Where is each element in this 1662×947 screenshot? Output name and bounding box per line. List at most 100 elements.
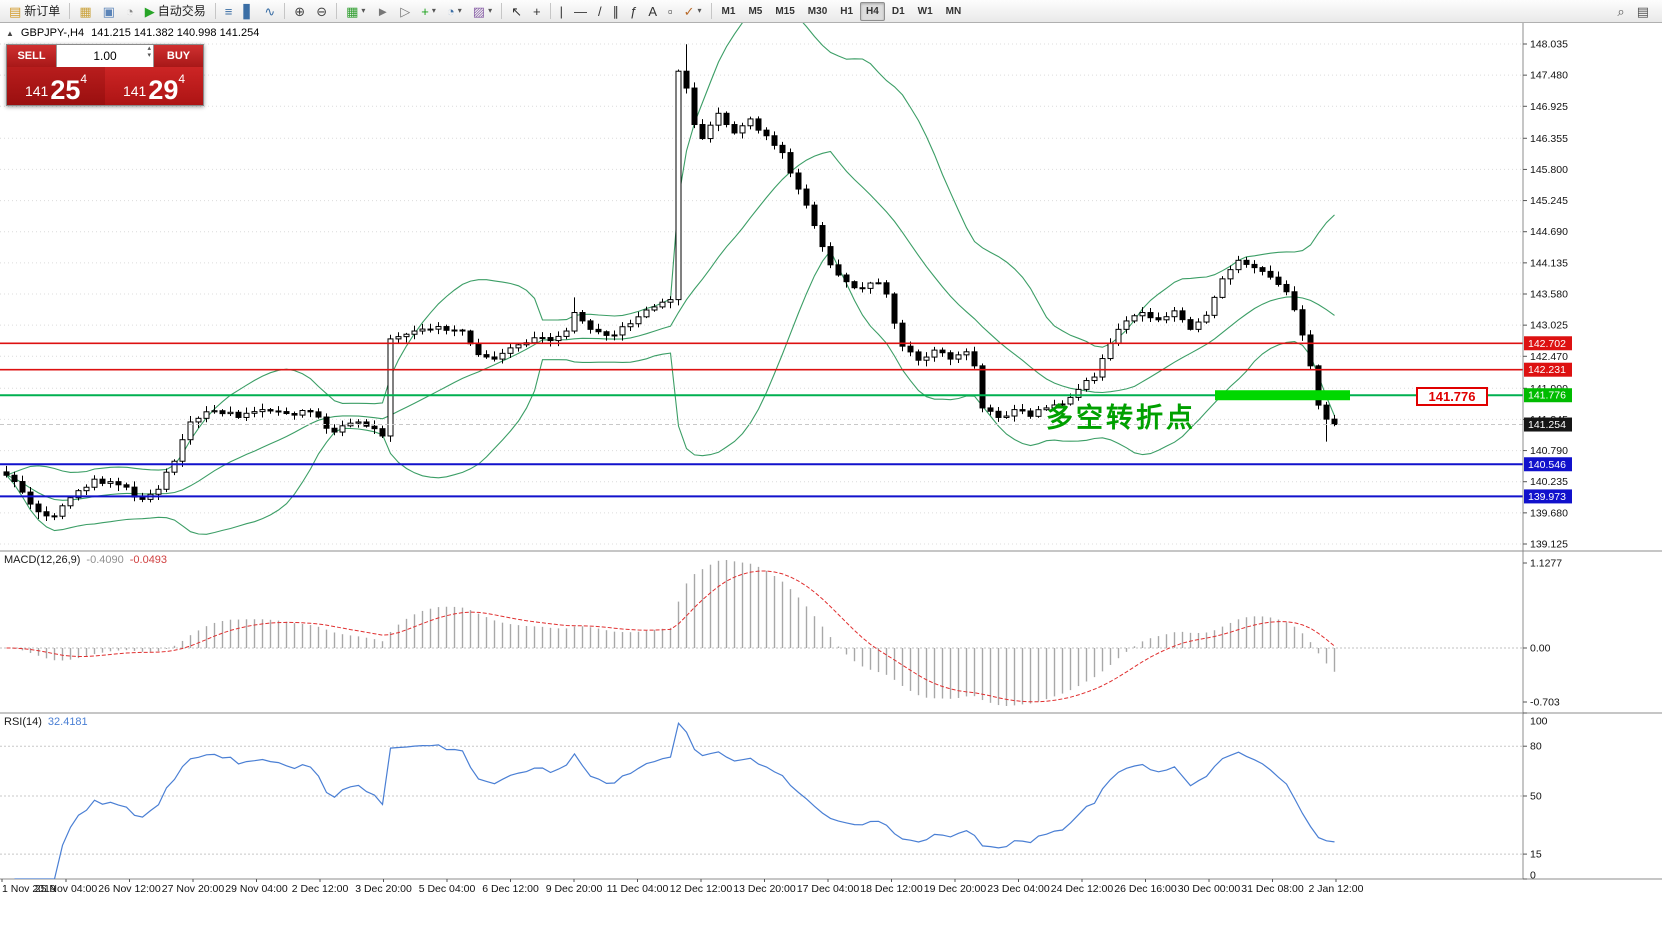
highlight-band[interactable] [1215, 390, 1350, 401]
timeframe-mn-button[interactable]: MN [945, 5, 962, 17]
svg-text:80: 80 [1530, 741, 1542, 753]
price-callout-label[interactable]: 141.776 [1416, 387, 1488, 406]
macd-panel [0, 560, 1523, 706]
volume-stepper[interactable]: 1.00 ▴ ▾ [56, 45, 154, 67]
label-tool-icon[interactable]: ▫ [663, 3, 678, 20]
buy-price[interactable]: 141 29 4 [105, 67, 203, 105]
auto-scroll-icon: ► [376, 3, 390, 19]
sell-price-sup: 4 [80, 72, 88, 86]
zoom-out-icon[interactable]: ⊖ [311, 3, 332, 20]
svg-text:26 Dec 16:00: 26 Dec 16:00 [1114, 883, 1177, 895]
arrows-tool-button[interactable]: ✓ ▾ [679, 3, 707, 20]
svg-text:13 Dec 20:00: 13 Dec 20:00 [733, 883, 796, 895]
svg-text:11 Dec 04:00: 11 Dec 04:00 [607, 883, 669, 895]
periods-button[interactable]: ◔ ▾ [442, 3, 467, 20]
svg-text:140.546: 140.546 [1528, 459, 1566, 471]
spin-up-icon[interactable]: ▴ [147, 45, 151, 52]
candlestick-type-icon[interactable]: ▋ [238, 3, 258, 20]
refresh-icon[interactable]: ◔ [121, 3, 139, 20]
cursor-icon: ↖ [511, 3, 522, 19]
toolbar-separator [284, 3, 286, 19]
line-chart-type-icon[interactable]: ∿ [259, 3, 280, 20]
buy-button[interactable]: BUY [154, 45, 203, 67]
cursor-icon[interactable]: ↖ [506, 3, 527, 20]
caret-down-icon: ▾ [697, 6, 702, 15]
indicators-button[interactable]: + ▾ [416, 3, 441, 20]
svg-text:147.480: 147.480 [1530, 70, 1568, 82]
horizontal-line-icon[interactable]: — [569, 3, 592, 20]
trendline-icon: / [597, 3, 602, 19]
fibonacci-icon[interactable]: ƒ [625, 3, 642, 20]
rsi-name: RSI(14) [4, 716, 42, 728]
line-chart-type-icon: ∿ [264, 3, 276, 19]
metaeditor-icon[interactable]: ▦ [74, 3, 96, 20]
turning-point-annotation[interactable]: 多空转折点 [1046, 403, 1196, 433]
timeframe-m15-button[interactable]: M15 [775, 5, 795, 17]
timeframe-m30-button[interactable]: M30 [807, 5, 828, 17]
toolbar-separator [549, 3, 551, 19]
svg-text:23 Dec 04:00: 23 Dec 04:00 [987, 883, 1050, 895]
profiles-icon[interactable]: ▣ [98, 3, 120, 20]
svg-text:142.231: 142.231 [1528, 364, 1566, 376]
arrows-tool-icon: ✓ [683, 3, 695, 19]
svg-text:29 Nov 04:00: 29 Nov 04:00 [225, 883, 288, 895]
text-tool-icon[interactable]: A [643, 3, 662, 20]
volume-spin-arrows[interactable]: ▴ ▾ [147, 45, 151, 59]
sell-button[interactable]: SELL [7, 45, 56, 67]
new-order-button[interactable]: ▤ 新订单 [4, 3, 65, 20]
one-click-trading-panel: SELL 1.00 ▴ ▾ BUY 141 25 4 141 29 4 [6, 44, 204, 106]
tile-windows-icon[interactable]: ▦ ▾ [341, 3, 370, 20]
svg-text:146.925: 146.925 [1530, 101, 1568, 113]
label-tool-icon: ▫ [668, 3, 673, 19]
sell-price-main: 141 [24, 83, 49, 99]
spin-down-icon[interactable]: ▾ [147, 51, 151, 59]
auto-scroll-icon[interactable]: ► [371, 3, 394, 20]
buy-price-main: 141 [122, 83, 147, 99]
macd-value: -0.4090 [86, 554, 124, 566]
crosshair-icon[interactable]: + [528, 3, 546, 20]
svg-text:141.776: 141.776 [1528, 390, 1566, 402]
autotrade-button[interactable]: ▶ 自动交易 [140, 3, 211, 20]
templates-button[interactable]: ▨ ▾ [468, 3, 497, 20]
svg-text:1 Nov 2019: 1 Nov 2019 [2, 883, 56, 895]
toolbar-separator [336, 3, 338, 19]
timeframe-w1-button[interactable]: W1 [917, 5, 933, 17]
bar-chart-type-icon[interactable]: ≡ [220, 3, 238, 20]
timeframe-m1-button[interactable]: M1 [721, 5, 736, 17]
symbol-arrow-icon: ▲ [6, 28, 14, 38]
refresh-icon: ◔ [125, 3, 134, 19]
timeframe-d1-button[interactable]: D1 [891, 5, 905, 17]
search-icon[interactable]: ⌕ [1612, 3, 1629, 20]
trendline-icon[interactable]: / [593, 3, 607, 20]
timeframe-h1-button[interactable]: H1 [840, 5, 854, 17]
zoom-in-icon[interactable]: ⊕ [289, 3, 310, 20]
toolbar-separator [214, 3, 216, 19]
tile-windows-icon: ▦ [346, 3, 359, 19]
svg-text:12 Dec 12:00: 12 Dec 12:00 [670, 883, 733, 895]
svg-text:139.125: 139.125 [1530, 539, 1568, 551]
vertical-line-icon: | [559, 3, 563, 19]
svg-text:142.470: 142.470 [1530, 351, 1568, 363]
chart-shift-icon[interactable]: ▷ [395, 3, 415, 20]
toolbar-separator [710, 3, 712, 19]
caret-down-icon: ▾ [431, 6, 436, 15]
timeframe-m5-button[interactable]: M5 [748, 5, 763, 17]
window-layout-icon[interactable]: ▤ [1632, 3, 1654, 20]
svg-text:0: 0 [1530, 870, 1536, 882]
svg-text:146.355: 146.355 [1530, 133, 1568, 145]
sell-price[interactable]: 141 25 4 [7, 67, 105, 105]
toolbar-separator [69, 3, 71, 19]
svg-text:139.973: 139.973 [1528, 491, 1566, 503]
crosshair-icon: + [532, 3, 541, 19]
toolbar-right-group: ⌕ ▤ [1612, 3, 1658, 20]
toolbar: ▤ 新订单 ▦ ▣ ◔ ▶ 自动交易 ≡ ▋ ∿ ⊕ ⊖ ▦ ▾ ► ▷ + ▾ ◔ ▾ ▨ ▾ ↖ + | — / ∥ ƒ A ▫ ✓ ▾ M1… [0, 0, 1662, 23]
rsi-panel [0, 721, 1523, 879]
vertical-line-icon[interactable]: | [555, 3, 568, 20]
autotrade-button-label: 自动交易 [157, 4, 206, 18]
timeframe-h4-button[interactable]: H4 [860, 1, 885, 21]
svg-text:144.135: 144.135 [1530, 257, 1568, 269]
channel-icon[interactable]: ∥ [608, 3, 625, 20]
